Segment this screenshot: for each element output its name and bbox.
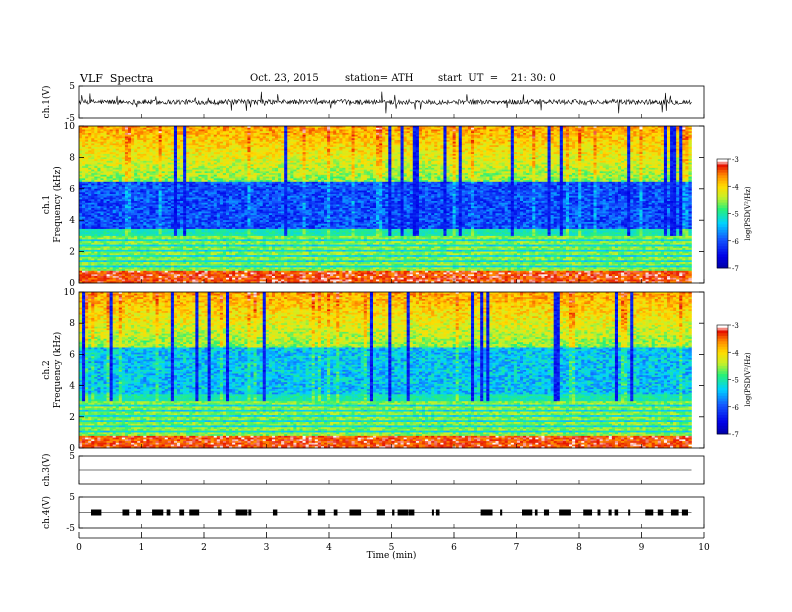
y-tick-label: -5 — [66, 524, 75, 534]
y-tick-label: 2 — [69, 248, 75, 258]
x-tick-label: 2 — [201, 543, 207, 553]
spectrogram-ch1 — [79, 126, 692, 283]
x-tick-label: 8 — [576, 543, 582, 553]
y-tick-label: 4 — [69, 216, 75, 226]
y-tick-label: 8 — [69, 153, 75, 163]
colorbar-tick-label: -6 — [732, 404, 739, 412]
y-tick-label: 8 — [69, 319, 75, 329]
spectrogram-ch2 — [79, 292, 692, 448]
y-tick-label: 5 — [69, 493, 75, 503]
x-tick-label: 7 — [514, 543, 520, 553]
colorbar-tick-label: -7 — [732, 265, 739, 273]
ch3-waveform-label: ch.3(V) — [41, 454, 52, 487]
y-tick-label: 2 — [69, 413, 75, 423]
y-axis-label: Frequency (kHz) — [52, 166, 63, 243]
x-tick-label: 10 — [698, 543, 710, 553]
x-tick-label: 3 — [264, 543, 270, 553]
x-tick-label: 1 — [139, 543, 145, 553]
colorbar-label: log(PSD(V²/Hz) — [744, 352, 752, 407]
colorbar — [717, 325, 728, 434]
y-axis-label: Frequency (kHz) — [52, 332, 63, 409]
colorbar — [717, 159, 728, 268]
colorbar-tick-label: -6 — [732, 238, 739, 246]
colorbar-tick-label: -4 — [732, 349, 739, 357]
colorbar-tick-label: -5 — [732, 377, 739, 385]
y-tick-label: 5 — [69, 452, 75, 462]
x-tick-label: 6 — [451, 543, 457, 553]
colorbar-tick-label: -3 — [732, 322, 739, 330]
vlf-spectra-figure: 5-5ch.1(V)0246810ch.1 Frequency (kHz)-3-4… — [0, 0, 792, 612]
y-tick-label: 10 — [64, 122, 76, 132]
colorbar-tick-label: -5 — [732, 211, 739, 219]
y-tick-label: 4 — [69, 382, 75, 392]
colorbar-tick-label: -3 — [732, 156, 739, 164]
y-tick-label: 5 — [69, 82, 75, 92]
ch1-waveform-label: ch.1(V) — [41, 86, 52, 119]
colorbar-label: log(PSD(V²/Hz) — [744, 186, 752, 241]
channel-label: ch.1 — [42, 195, 52, 214]
y-tick-label: 6 — [69, 185, 75, 195]
x-axis-label: Time (min) — [367, 550, 417, 561]
channel-label: ch.2 — [42, 360, 52, 379]
y-tick-label: 10 — [64, 288, 76, 298]
y-tick-label: 6 — [69, 350, 75, 360]
x-tick-label: 9 — [639, 543, 645, 553]
ch4-waveform-label: ch.4(V) — [41, 496, 52, 529]
x-tick-label: 0 — [76, 543, 82, 553]
colorbar-tick-label: -4 — [732, 183, 739, 191]
colorbar-tick-label: -7 — [732, 431, 739, 439]
x-tick-label: 4 — [326, 543, 332, 553]
